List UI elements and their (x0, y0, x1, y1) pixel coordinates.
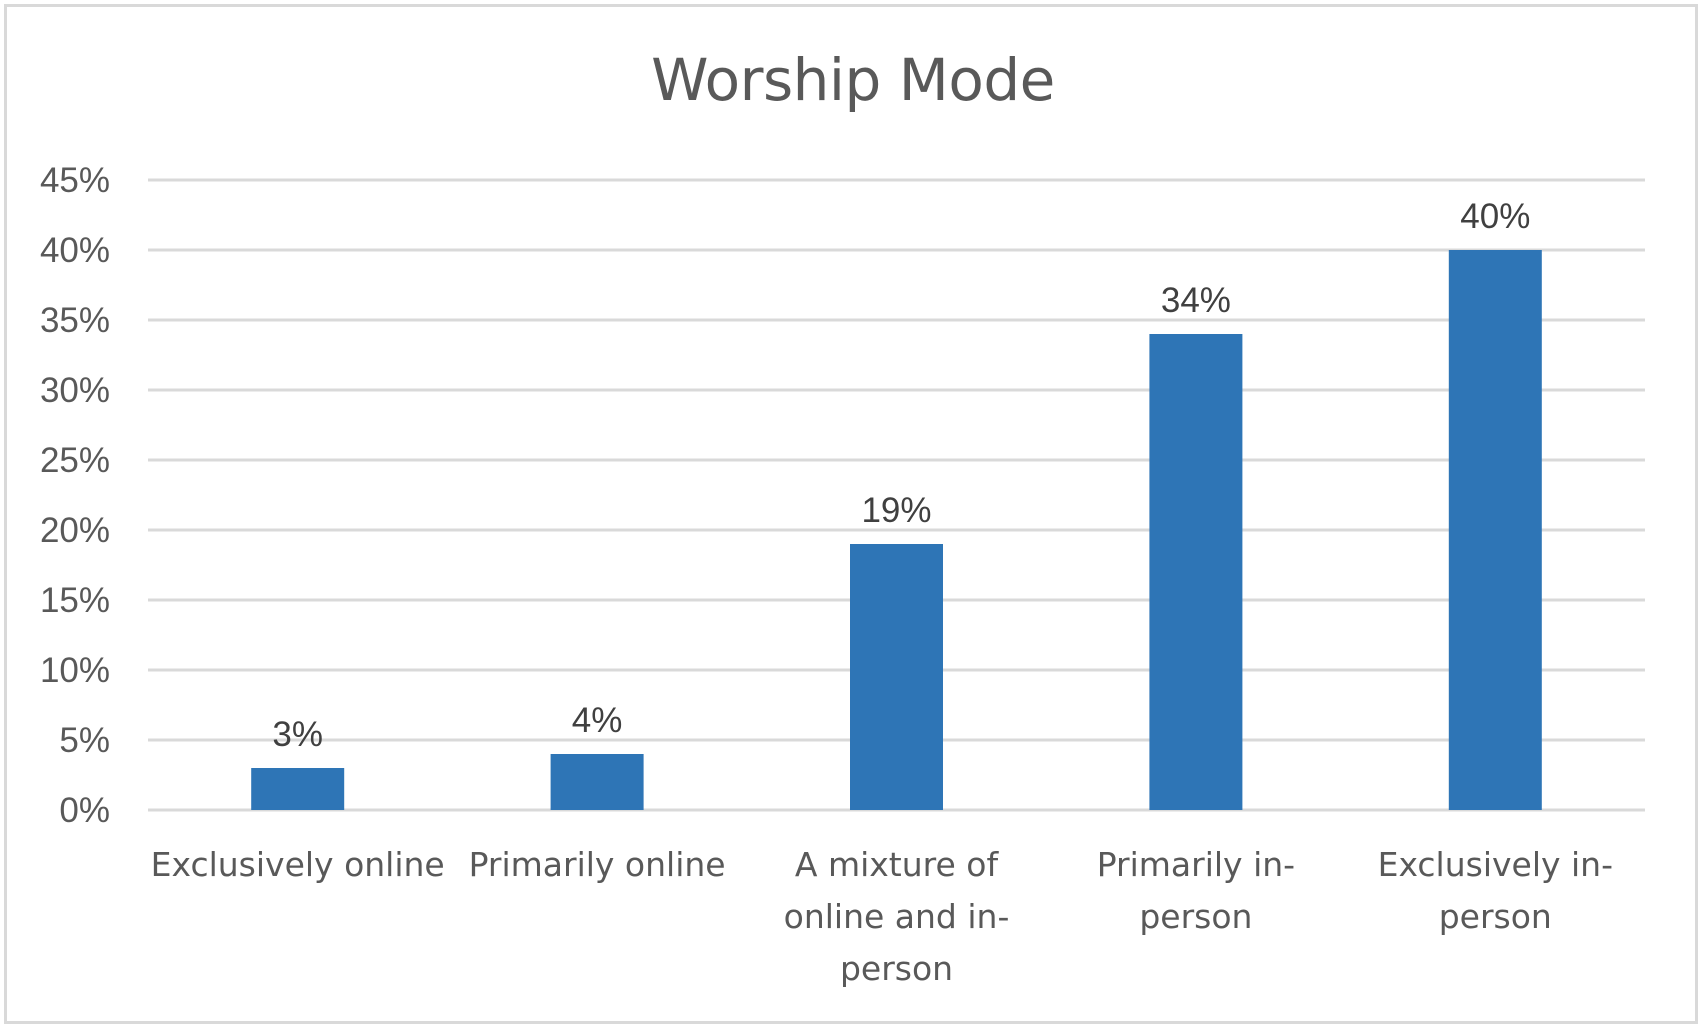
y-tick-label: 30% (40, 371, 110, 410)
bar (550, 754, 644, 810)
y-tick-label: 5% (59, 721, 110, 760)
x-category-label: Exclusively in-person (1378, 845, 1613, 936)
y-tick-label: 0% (59, 791, 110, 830)
bars (251, 250, 1542, 810)
bar (1448, 250, 1542, 810)
y-tick-label: 35% (40, 301, 110, 340)
data-label: 40% (1460, 197, 1530, 236)
y-tick-label: 40% (40, 231, 110, 270)
y-tick-label: 20% (40, 511, 110, 550)
data-label: 34% (1161, 281, 1231, 320)
y-tick-label: 45% (40, 161, 110, 200)
bar (850, 544, 943, 810)
x-category-label: Primarily online (469, 845, 726, 884)
y-axis-ticks: 0% 5% 10% 15% 20% 25% 30% 35% 40% 45% (40, 161, 110, 830)
x-axis-categories: Exclusively online Primarily online A mixt… (151, 845, 1613, 988)
data-label: 3% (272, 715, 323, 754)
data-label: 4% (572, 701, 623, 740)
x-category-label: A mixture of online and in-person (784, 845, 1010, 988)
data-labels: 3% 4% 19% 34% 40% (272, 197, 1530, 754)
x-category-label: Primarily in-person (1097, 845, 1295, 936)
x-category-label: Exclusively online (151, 845, 445, 884)
data-label: 19% (861, 491, 931, 530)
y-tick-label: 15% (40, 581, 110, 620)
y-tick-label: 25% (40, 441, 110, 480)
chart-title: Worship Mode (651, 46, 1055, 114)
chart-frame (4, 4, 1698, 1024)
bar (1149, 334, 1243, 810)
y-tick-label: 10% (40, 651, 110, 690)
bar (251, 768, 345, 810)
